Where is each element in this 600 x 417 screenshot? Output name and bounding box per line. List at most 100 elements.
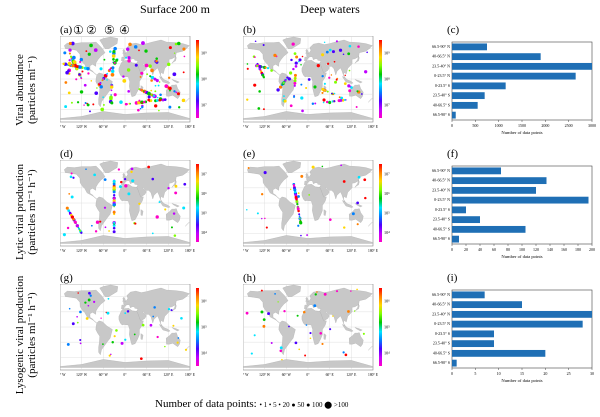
map-data-point — [140, 89, 144, 92]
map-data-point — [296, 207, 300, 211]
map-data-point — [257, 107, 261, 110]
map-data-point — [174, 42, 178, 46]
map-data-point — [296, 203, 299, 206]
x-tick-label: 25 — [567, 371, 571, 376]
x-tick-label: 10 — [497, 371, 501, 376]
x-tick-label: 5 — [474, 371, 476, 376]
map-data-point — [106, 72, 109, 75]
longitude-tick: 120° W — [76, 125, 88, 129]
map-data-point — [105, 73, 108, 76]
map-data-point — [356, 90, 359, 93]
longitude-tick: 120° E — [346, 125, 357, 129]
colorbar-tick: 10⁵ — [384, 210, 390, 215]
map-data-point — [110, 69, 115, 73]
bar-f-5 — [452, 216, 480, 224]
map-data-point — [107, 297, 110, 300]
map-data-point — [76, 321, 79, 324]
map-data-point — [178, 106, 181, 109]
map-data-point — [75, 65, 79, 69]
map-panel-d: 180° W 120° W 60° W 0° 60° E 120° E 180° E 10⁴ 1… — [60, 160, 207, 253]
map-data-point — [87, 298, 91, 302]
map-data-point — [79, 229, 81, 231]
bar-f-1 — [452, 177, 547, 185]
x-axis-label: Number of data points — [501, 130, 542, 135]
map-data-point — [357, 175, 361, 179]
map-data-point — [103, 178, 107, 182]
map-data-point — [293, 79, 297, 83]
map-data-point — [360, 93, 363, 95]
longitude-tick: 60° E — [326, 373, 335, 377]
map-data-point — [300, 96, 304, 100]
colorbar-tick: 10⁴ — [384, 351, 390, 356]
map-data-point — [276, 88, 280, 92]
map-data-point — [176, 341, 179, 344]
map-data-point — [124, 338, 127, 341]
map-data-point — [89, 43, 93, 48]
colorbar — [196, 164, 199, 242]
map-data-point — [253, 83, 257, 87]
map-data-point — [348, 44, 352, 48]
map-data-point — [70, 55, 72, 58]
map-data-point — [112, 58, 115, 61]
bar-i-6 — [452, 349, 546, 357]
map-data-point — [283, 310, 286, 313]
longitude-tick: 180° E — [185, 249, 196, 253]
map-data-point — [104, 226, 107, 229]
map-data-point — [110, 89, 113, 92]
map-data-point — [157, 84, 160, 87]
map-data-point — [155, 79, 159, 83]
map-data-point — [323, 292, 327, 296]
map-data-point — [174, 191, 178, 195]
map-data-point — [93, 173, 96, 177]
map-data-point — [298, 58, 302, 62]
bar-chart-i: 66.5-90° N 40-66.5° N 23.5-40° N 0-23.5° N 0… — [432, 289, 594, 383]
map-data-point — [141, 323, 145, 327]
map-data-point — [335, 78, 338, 81]
map-data-point — [295, 200, 299, 203]
map-data-point — [113, 46, 117, 51]
map-data-point — [305, 87, 308, 90]
map-data-point — [288, 71, 293, 75]
map-data-point — [159, 93, 162, 97]
longitude-tick: 120° E — [346, 373, 357, 377]
map-data-point — [273, 53, 277, 57]
map-data-point — [295, 199, 298, 201]
map-data-point — [75, 67, 78, 71]
map-data-point — [289, 188, 292, 190]
map-data-point — [344, 74, 346, 77]
longitude-tick: 60° E — [143, 125, 152, 129]
map-data-point — [172, 324, 175, 327]
map-data-point — [70, 172, 73, 175]
map-data-point — [87, 304, 90, 307]
map-data-point — [334, 80, 337, 84]
map-data-point — [181, 98, 186, 103]
colorbar-tick: 10⁸ — [201, 77, 207, 82]
x-tick-label: 20 — [464, 247, 468, 252]
map-data-point — [86, 67, 90, 71]
longitude-tick: 120° W — [76, 249, 88, 253]
map-data-point — [254, 56, 256, 58]
map-data-point — [173, 52, 176, 54]
map-data-point — [262, 44, 265, 47]
map-data-point — [106, 79, 108, 81]
bar-f-0 — [452, 167, 501, 175]
map-data-point — [316, 291, 318, 293]
map-data-point — [158, 81, 161, 83]
map-data-point — [294, 61, 298, 65]
map-panel-h: 180° W 120° W 60° W 0° 60° E 120° E 180° E 10⁴ 1… — [243, 284, 390, 377]
colorbar-tick: 10⁴ — [201, 351, 207, 356]
bar-c-1 — [452, 53, 541, 61]
map-data-point — [333, 100, 336, 103]
map-data-point — [256, 212, 259, 215]
map-data-point — [138, 99, 141, 102]
bar-c-4 — [452, 82, 506, 90]
map-data-point — [293, 73, 297, 77]
map-data-point — [253, 334, 256, 337]
map-data-point — [290, 58, 293, 62]
row-label-lysogenic: Lysogenic viral production (particles ml… — [14, 255, 38, 415]
map-data-point — [161, 98, 165, 102]
map-data-point — [363, 178, 367, 182]
longitude-tick: 60° W — [99, 125, 109, 129]
map-data-point — [113, 335, 116, 338]
map-data-point — [293, 188, 297, 192]
